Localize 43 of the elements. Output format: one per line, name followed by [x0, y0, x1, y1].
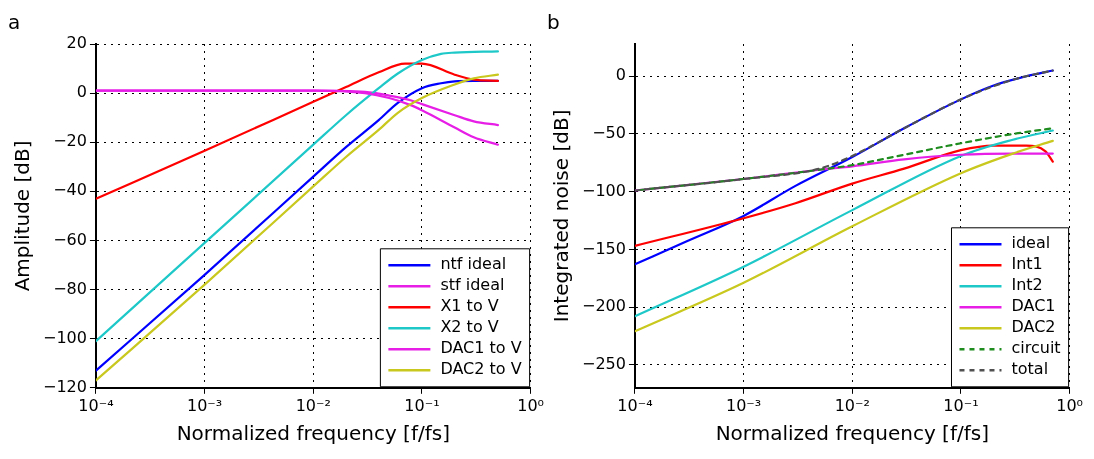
- y-tick-label: −60: [53, 229, 87, 249]
- x-tick-label: 10⁻²: [834, 395, 870, 415]
- legend-label: Int1: [1011, 254, 1043, 274]
- legend-label: ntf ideal: [440, 254, 507, 274]
- y-tick-label: −250: [581, 353, 626, 373]
- legend-label: total: [1011, 359, 1049, 379]
- legend-label: stf ideal: [440, 275, 505, 295]
- chart-title: b: [547, 10, 560, 35]
- legend-label: DAC2 to V: [440, 359, 522, 379]
- y-tick-label: −20: [53, 131, 87, 151]
- x-tick-label: 10⁻⁴: [78, 395, 114, 415]
- y-tick-label: −80: [53, 278, 87, 298]
- x-tick-label: 10⁻¹: [404, 395, 440, 415]
- y-tick-label: −120: [42, 376, 87, 396]
- x-axis-title: Normalized frequency [f/fs]: [715, 421, 989, 446]
- x-tick-label: 10⁰: [1056, 395, 1083, 415]
- y-tick-label: 20: [66, 33, 87, 53]
- x-tick-label: 10⁻¹: [943, 395, 979, 415]
- y-tick-label: −100: [581, 180, 626, 200]
- x-tick-label: 10⁻³: [187, 395, 223, 415]
- y-tick-label: −40: [53, 180, 87, 200]
- y-tick-label: −200: [581, 296, 626, 316]
- legend-label: circuit: [1011, 338, 1061, 358]
- y-tick-label: 0: [615, 65, 626, 85]
- y-tick-label: −100: [42, 327, 87, 347]
- chart-title: a: [8, 10, 21, 35]
- y-tick-label: −50: [592, 123, 626, 143]
- legend-label: DAC1 to V: [440, 338, 522, 358]
- x-axis-title: Normalized frequency [f/fs]: [176, 421, 450, 446]
- y-tick-label: 0: [76, 82, 87, 102]
- x-tick-label: 10⁰: [517, 395, 544, 415]
- legend-label: DAC2: [1011, 317, 1056, 337]
- x-tick-label: 10⁻³: [726, 395, 762, 415]
- y-axis-title: Integrated noise [dB]: [549, 109, 574, 323]
- x-tick-label: 10⁻²: [295, 395, 331, 415]
- y-axis-title: Amplitude [dB]: [10, 140, 35, 292]
- legend-label: Int2: [1011, 275, 1043, 295]
- legend-label: ideal: [1011, 233, 1051, 253]
- legend-label: X2 to V: [440, 317, 499, 337]
- x-tick-label: 10⁻⁴: [617, 395, 653, 415]
- legend-label: DAC1: [1011, 296, 1056, 316]
- y-tick-label: −150: [581, 238, 626, 258]
- legend-label: X1 to V: [440, 296, 499, 316]
